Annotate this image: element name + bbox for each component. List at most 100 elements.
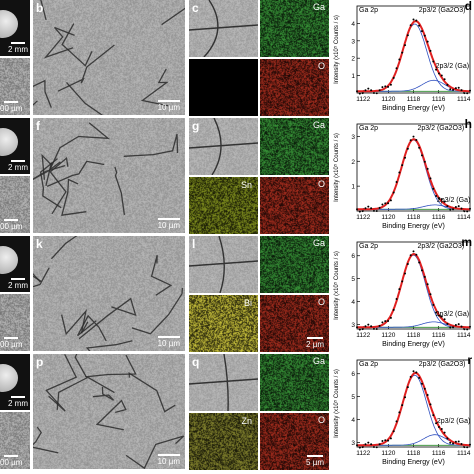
data-point xyxy=(437,197,440,200)
crack xyxy=(77,314,107,342)
data-point xyxy=(392,76,395,79)
eds-map-ga: Ga xyxy=(260,0,329,57)
data-point xyxy=(364,443,367,446)
y-tick-label: 3 xyxy=(351,322,355,329)
inset-photo: 2 mm xyxy=(0,354,30,410)
data-point xyxy=(372,91,375,94)
sem-scale: 10 µm xyxy=(158,336,180,348)
data-point xyxy=(426,167,429,170)
data-point xyxy=(398,58,401,61)
sem-image: f 10 µm xyxy=(33,118,185,233)
panel-label: c xyxy=(192,1,199,15)
y-tick-label: 4 xyxy=(351,299,355,306)
sem-scale: 10 µm xyxy=(158,218,180,230)
y-axis-label: Intensity (x10⁵ Counts / s) xyxy=(333,15,340,84)
data-point xyxy=(426,40,429,43)
component-ga2o3-line xyxy=(357,23,470,92)
data-point xyxy=(437,426,440,429)
data-point xyxy=(457,440,460,443)
inset-scale: 00 µm xyxy=(0,337,22,349)
crack xyxy=(189,236,258,293)
data-point xyxy=(406,263,409,266)
data-point xyxy=(392,308,395,311)
data-point xyxy=(372,209,375,212)
x-axis-label: Binding Energy (eV) xyxy=(382,341,445,348)
data-point xyxy=(463,92,466,95)
crack xyxy=(45,354,78,412)
xps-title: Ga 2p xyxy=(359,7,379,14)
data-point xyxy=(367,441,370,444)
eds-map-ga: Ga xyxy=(260,354,329,411)
data-point xyxy=(370,325,373,328)
y-tick-label: 4 xyxy=(351,417,355,424)
crack xyxy=(56,354,88,410)
crack xyxy=(92,386,115,401)
eds-signal xyxy=(260,295,329,352)
x-tick-label: 1116 xyxy=(432,450,446,457)
eds-sem-image: g xyxy=(189,118,258,175)
data-point xyxy=(367,205,370,208)
data-point xyxy=(440,74,443,77)
element-label: O xyxy=(317,297,325,307)
eds-signal xyxy=(260,413,329,470)
data-point xyxy=(404,156,407,159)
data-point xyxy=(401,51,404,54)
data-point xyxy=(432,187,435,190)
scale-bar xyxy=(11,160,25,162)
scale-text: 2 mm xyxy=(8,163,28,172)
data-point xyxy=(452,442,455,445)
element-label: Ga xyxy=(312,2,325,12)
data-point xyxy=(375,328,378,331)
xps-chart: 3 4 5 6 1122 1120 1118 1116 1114 Binding Energy (… xyxy=(331,236,474,351)
data-point xyxy=(466,92,469,95)
y-tick-label: 2 xyxy=(351,159,355,166)
data-point xyxy=(454,205,457,208)
crack xyxy=(84,354,137,394)
data-point xyxy=(429,177,432,180)
data-point xyxy=(415,19,418,22)
data-point xyxy=(452,326,455,329)
peak-label-ga: 2p3/2 (Ga) xyxy=(435,311,470,319)
data-point xyxy=(418,376,421,379)
inset-scale: 2 mm xyxy=(8,278,28,290)
y-axis-label: Intensity (x10⁵ Counts / s) xyxy=(333,133,340,202)
data-point xyxy=(423,275,426,278)
data-point xyxy=(389,199,392,202)
x-tick-label: 1120 xyxy=(381,96,395,103)
scale-bar xyxy=(4,455,19,457)
inset-sem: 00 µm xyxy=(0,58,30,115)
data-point xyxy=(469,207,471,210)
data-point xyxy=(460,89,463,92)
scale-text: 10 µm xyxy=(157,339,180,348)
sample-droplet xyxy=(0,10,18,38)
element-label: Ga xyxy=(312,238,325,248)
data-point xyxy=(367,87,370,90)
eds-map-o: O xyxy=(260,177,329,234)
data-point xyxy=(398,171,401,174)
sem-texture xyxy=(0,412,30,469)
scale-bar xyxy=(307,337,324,339)
crack xyxy=(50,236,78,260)
xps-title: Ga 2p xyxy=(359,361,379,368)
data-point xyxy=(454,440,457,443)
data-point xyxy=(466,446,469,449)
data-point xyxy=(426,394,429,397)
y-tick-label: 4 xyxy=(351,21,355,28)
sample-droplet xyxy=(0,128,18,156)
element-label: Ga xyxy=(312,120,325,130)
data-point xyxy=(440,198,443,201)
data-point xyxy=(469,443,471,446)
scale-text: 5 µm xyxy=(306,458,324,467)
data-point xyxy=(370,207,373,210)
data-point xyxy=(469,325,471,328)
data-point xyxy=(384,439,387,442)
figure-row: 2 mm 00 µm b 10 µm c Ga O 1 2 3 4 1122 1120 1118 1116 1… xyxy=(0,0,474,116)
peak-label-ga: 2p3/2 (Ga) xyxy=(436,197,471,205)
crack xyxy=(33,446,59,454)
data-point xyxy=(361,92,364,95)
data-point xyxy=(426,283,429,286)
crack xyxy=(123,133,179,157)
eds-signal xyxy=(189,413,258,470)
panel-label: m xyxy=(461,236,472,249)
inset-scale: 00 µm xyxy=(0,455,22,467)
